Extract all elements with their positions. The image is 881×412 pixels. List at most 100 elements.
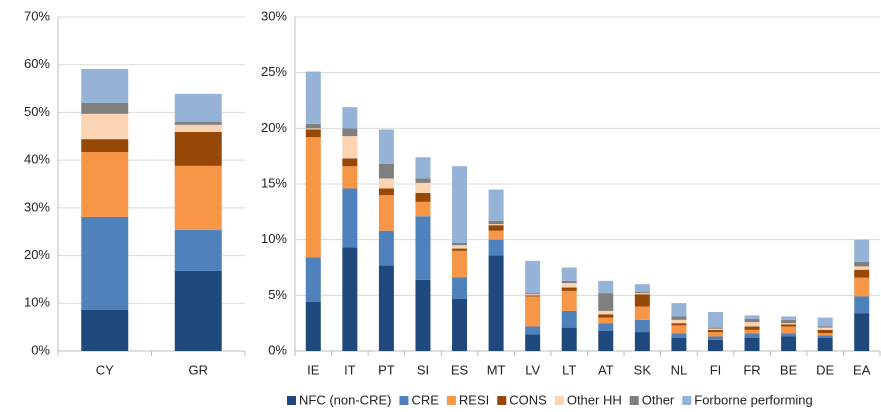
x-tick-label: GR	[189, 362, 209, 377]
y-tick-label: 10%	[261, 231, 287, 246]
bar-segment	[174, 121, 222, 125]
bar-segment	[634, 284, 650, 292]
legend-label: NFC (non-CRE)	[299, 392, 391, 407]
bar-segment	[488, 255, 504, 351]
bar-segment	[598, 280, 614, 294]
bar-segment	[561, 327, 577, 351]
x-tick-label: FR	[743, 362, 760, 377]
bar-segment	[415, 216, 431, 280]
bar-segment	[707, 336, 723, 340]
bar-segment	[854, 266, 870, 270]
bar-segment	[744, 322, 760, 327]
bar-segment	[305, 137, 321, 258]
x-tick-label: IE	[307, 362, 320, 377]
bar-segment	[854, 269, 870, 278]
bar-segment	[671, 337, 687, 351]
bar-segment	[81, 69, 129, 103]
legend-label: CRE	[411, 392, 439, 407]
legend-swatch	[629, 396, 639, 405]
bar-segment	[817, 317, 833, 327]
y-tick-label: 60%	[24, 56, 50, 71]
bar-segment	[671, 325, 687, 334]
bar-segment	[634, 291, 650, 294]
bar-segment	[781, 324, 797, 327]
bar-segment	[378, 178, 394, 189]
bar-segment	[174, 124, 222, 132]
bar-segment	[781, 326, 797, 334]
bar-segment	[525, 334, 541, 351]
bar-segment	[744, 318, 760, 323]
x-tick-label: ES	[451, 362, 469, 377]
bar-segment	[378, 195, 394, 231]
y-tick-label: 5%	[268, 287, 287, 302]
legend-swatch	[399, 396, 409, 405]
x-tick-label: IT	[344, 362, 356, 377]
bar-segment	[671, 319, 687, 324]
bar-segment	[452, 248, 468, 251]
bar-segment	[854, 239, 870, 262]
legend-swatch	[446, 396, 456, 405]
bar-segment	[305, 129, 321, 138]
bar-segment	[342, 107, 358, 129]
bar-segment	[305, 302, 321, 351]
bar-segment	[342, 188, 358, 248]
bar-segment	[781, 336, 797, 351]
x-tick-label: SK	[634, 362, 652, 377]
x-tick-label: FI	[710, 362, 722, 377]
bar-segment	[378, 230, 394, 266]
bar-segment	[342, 166, 358, 189]
bar-segment	[671, 323, 687, 326]
bar-segment	[598, 317, 614, 324]
x-tick-label: BE	[780, 362, 798, 377]
bar-segment	[634, 294, 650, 307]
bar-segment	[671, 316, 687, 320]
bar-segment	[81, 309, 129, 351]
bar-segment	[174, 229, 222, 271]
bar-segment	[488, 220, 504, 225]
bar-segment	[781, 319, 797, 324]
bar-segment	[634, 306, 650, 320]
legend-swatch	[287, 396, 296, 405]
bar-segment	[561, 267, 577, 281]
y-tick-label: 10%	[24, 295, 50, 310]
bar-segment	[415, 201, 431, 217]
x-tick-label: SI	[417, 362, 429, 377]
bar-segment	[598, 330, 614, 351]
legend-swatch	[682, 396, 692, 405]
x-tick-label: NL	[671, 362, 688, 377]
bar-segment	[854, 313, 870, 351]
y-tick-label: 30%	[24, 199, 50, 214]
bar-segment	[561, 287, 577, 291]
bar-segment	[598, 293, 614, 311]
bar-segment	[525, 326, 541, 335]
bar-segment	[81, 102, 129, 114]
bar-segment	[561, 283, 577, 288]
bar-segment	[781, 323, 797, 325]
bar-segment	[817, 337, 833, 351]
bar-segment	[671, 303, 687, 317]
legend-swatch	[554, 396, 564, 405]
legend-label: RESI	[459, 392, 489, 407]
bar-segment	[525, 295, 541, 297]
bar-segment	[378, 188, 394, 196]
bar-segment	[744, 315, 760, 319]
bar-segment	[81, 152, 129, 217]
bar-segment	[707, 328, 723, 330]
legend-label: Other HH	[567, 392, 622, 407]
bar-segment	[525, 293, 541, 295]
bar-segment	[81, 139, 129, 153]
y-tick-label: 70%	[24, 8, 50, 23]
bar-segment	[707, 327, 723, 329]
bar-segment	[305, 123, 321, 129]
bar-segment	[488, 224, 504, 226]
bar-segment	[452, 250, 468, 278]
bar-segment	[415, 178, 431, 183]
bar-segment	[817, 333, 833, 336]
bar-segment	[525, 260, 541, 294]
y-tick-label: 30%	[261, 8, 287, 23]
bar-segment	[598, 314, 614, 318]
bar-segment	[305, 71, 321, 124]
bar-segment	[174, 270, 222, 351]
bar-segment	[634, 293, 650, 295]
y-tick-label: 40%	[24, 152, 50, 167]
